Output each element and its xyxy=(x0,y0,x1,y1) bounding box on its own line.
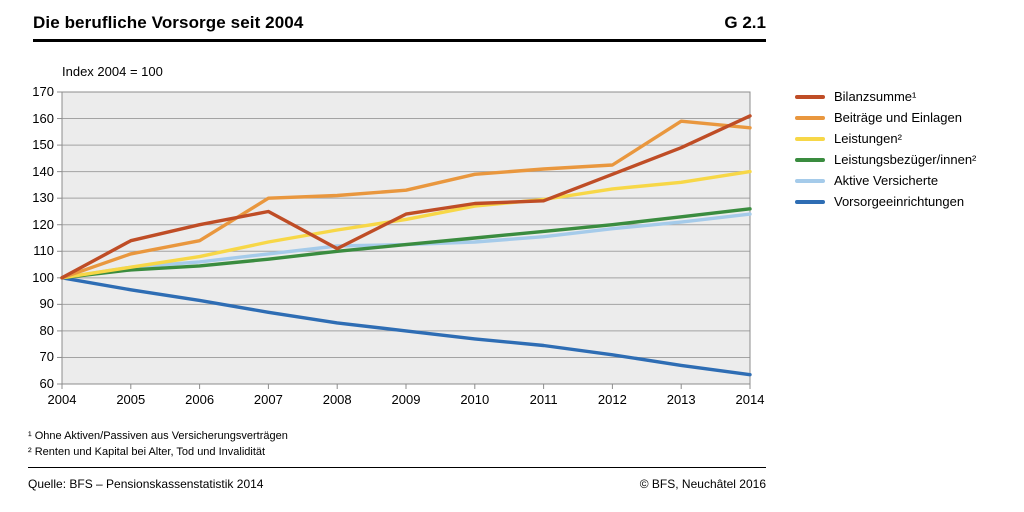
plot-border xyxy=(61,91,751,385)
y-axis-label: 150 xyxy=(32,137,54,153)
y-axis-label: 160 xyxy=(32,110,54,126)
graph-id: G 2.1 xyxy=(724,13,766,32)
legend-line-swatch xyxy=(795,199,825,204)
title-divider xyxy=(33,39,766,42)
x-axis-label: 2009 xyxy=(391,392,421,407)
legend-item: Leistungsbezüger/innen² xyxy=(795,149,976,170)
legend-item: Bilanzsumme¹ xyxy=(795,86,976,107)
source-text: Quelle: BFS – Pensionskassenstatistik 20… xyxy=(28,477,264,491)
y-axis-label: 170 xyxy=(32,84,54,99)
series-line xyxy=(60,119,752,280)
footnote-1: ¹ Ohne Aktiven/Passiven aus Versicherung… xyxy=(28,430,288,442)
legend-line-swatch xyxy=(795,136,825,141)
legend-item: Beiträge und Einlagen xyxy=(795,107,976,128)
series-line xyxy=(60,169,752,280)
y-axis-label: 110 xyxy=(33,243,54,259)
legend-line-swatch xyxy=(795,94,825,99)
plot-background xyxy=(62,92,750,384)
series-line xyxy=(60,114,752,280)
legend-line-swatch xyxy=(795,157,825,162)
legend-label: Leistungsbezüger/innen² xyxy=(834,152,977,167)
legend-label: Leistungen² xyxy=(834,131,902,146)
legend-item: Vorsorgeeinrichtungen xyxy=(795,191,976,212)
legend-label: Bilanzsumme¹ xyxy=(834,89,917,104)
y-axis-label: 140 xyxy=(32,163,54,179)
x-axis-label: 2010 xyxy=(460,392,490,407)
copyright-text: © BFS, Neuchâtel 2016 xyxy=(639,477,766,491)
series-line xyxy=(60,207,752,280)
x-axis-label: 2005 xyxy=(116,392,146,407)
x-axis-label: 2006 xyxy=(185,392,215,407)
legend-item: Leistungen² xyxy=(795,128,976,149)
legend-line-swatch xyxy=(795,178,825,183)
x-axis-label: 2013 xyxy=(666,392,696,407)
y-axis-label: 60 xyxy=(39,376,54,391)
x-axis-label: 2007 xyxy=(253,392,283,407)
footnotes: ¹ Ohne Aktiven/Passiven aus Versicherung… xyxy=(28,428,288,460)
legend-line-swatch xyxy=(795,115,825,120)
series-line xyxy=(60,276,752,377)
x-axis-label: 2014 xyxy=(735,392,765,407)
y-axis-label: 120 xyxy=(32,216,54,232)
line-chart-svg xyxy=(57,91,752,389)
x-axis-label: 2011 xyxy=(529,392,558,407)
legend-label: Beiträge und Einlagen xyxy=(834,110,962,125)
y-axis-label: 100 xyxy=(32,269,54,285)
legend-label: Vorsorgeeinrichtungen xyxy=(834,194,965,209)
legend-item: Aktive Versicherte xyxy=(795,170,976,191)
chart-legend: Bilanzsumme¹ Beiträge und Einlagen Leistun… xyxy=(795,86,976,212)
y-axis-label: 70 xyxy=(39,349,54,365)
page-title: Die berufliche Vorsorge seit 2004 xyxy=(33,13,304,32)
y-axis-label: 130 xyxy=(32,190,54,206)
y-axis-label: 90 xyxy=(39,296,54,312)
axis-unit-label: Index 2004 = 100 xyxy=(62,64,163,79)
y-axis-label: 80 xyxy=(39,322,54,338)
footnote-2: ² Renten und Kapital bei Alter, Tod und … xyxy=(28,446,266,458)
x-axis-label: 2012 xyxy=(597,392,627,407)
legend-label: Aktive Versicherte xyxy=(834,173,939,188)
footer-divider xyxy=(28,467,766,468)
x-axis-label: 2008 xyxy=(322,392,352,407)
x-axis-label: 2004 xyxy=(47,392,77,407)
line-chart-plot-area xyxy=(57,91,752,389)
